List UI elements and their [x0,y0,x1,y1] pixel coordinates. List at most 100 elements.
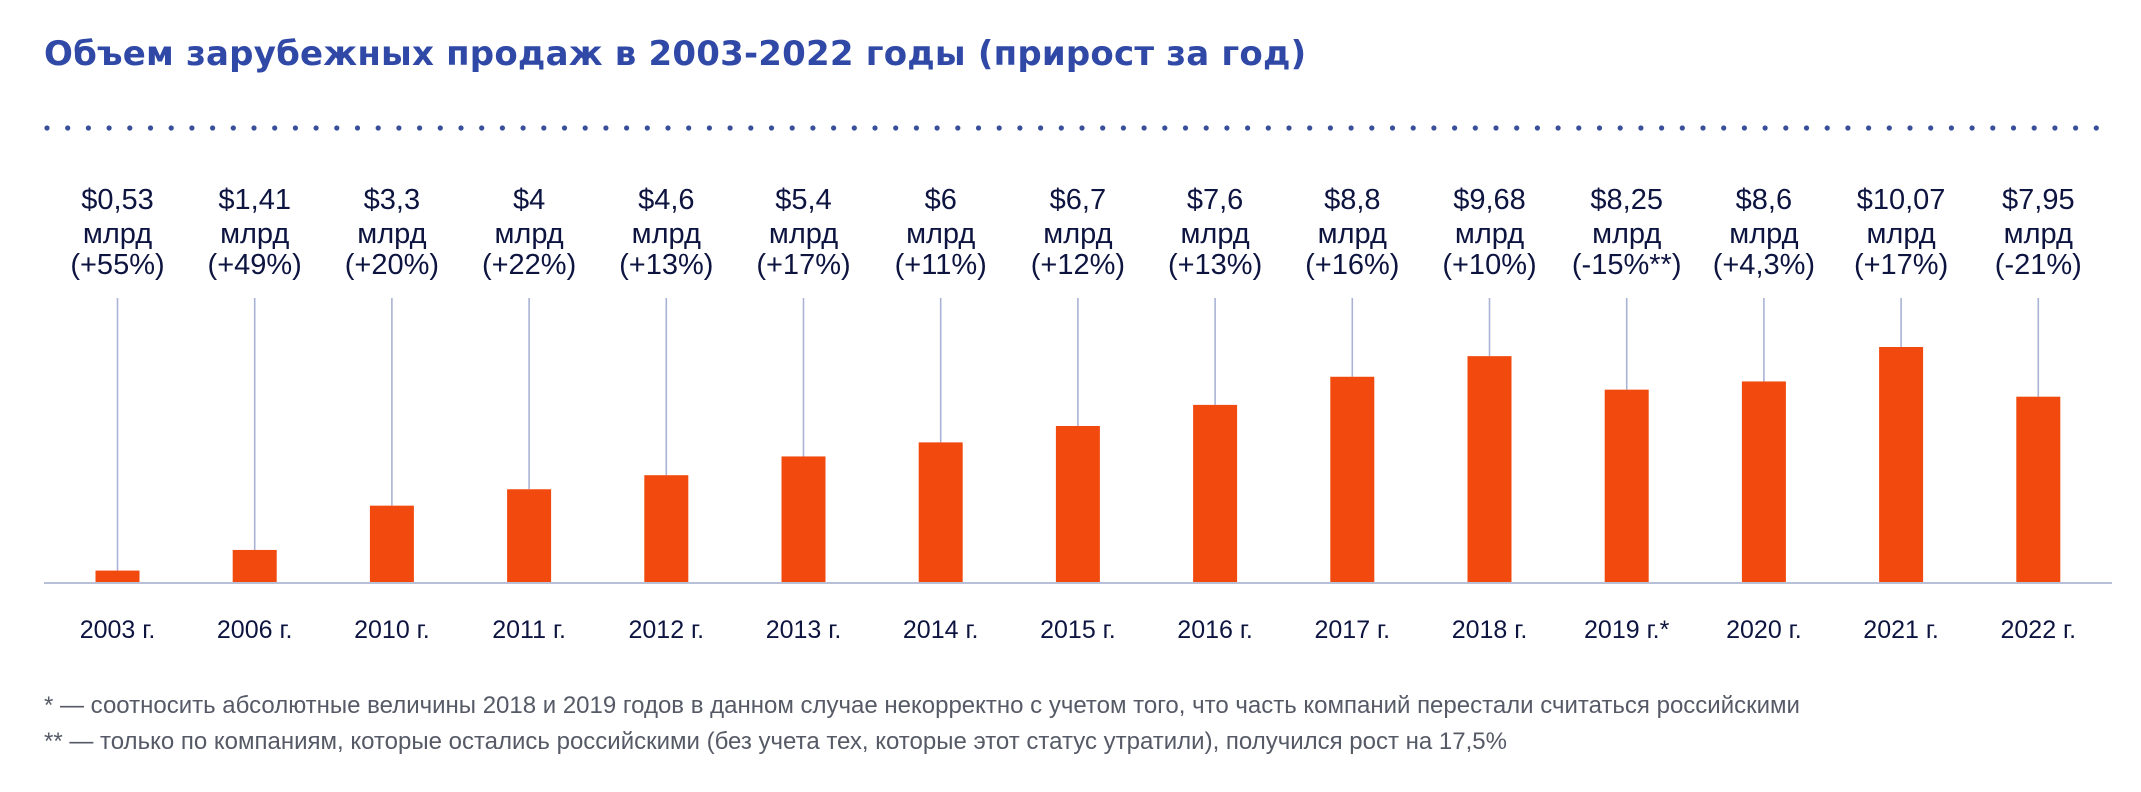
divider-dot [251,125,257,131]
unit-label: млрд [1318,218,1387,250]
divider-dot [1327,125,1333,131]
bar [1604,389,1649,583]
divider-dot [686,125,692,131]
bar [1879,347,1924,583]
x-tick-label: 2021 г. [1863,616,1939,644]
change-label: (+16%) [1305,249,1399,281]
divider-dot [1762,125,1768,131]
x-tick-label: 2018 г. [1452,616,1528,644]
divider-dot [1659,125,1665,131]
x-tick-label: 2015 г. [1040,616,1116,644]
divider-dot [458,125,464,131]
bar [1055,425,1100,583]
change-label: (+49%) [208,249,302,281]
divider-dot [706,125,713,131]
bar [2016,396,2061,583]
divider-dot [499,125,505,131]
change-label: (+4,3%) [1713,249,1815,281]
divider-dot [768,125,775,131]
change-label: (-15%**) [1572,249,1682,281]
divider-dot [1038,125,1044,131]
divider-dot [1452,125,1458,131]
leader-lines [116,298,2040,571]
divider-dot [354,125,361,131]
divider-dot [1493,125,1499,131]
bar [918,442,963,583]
bar [507,489,552,583]
divider-dot [1886,125,1892,131]
divider-dot [437,125,443,131]
divider-dot [913,125,920,131]
divider-dot [1741,125,1747,131]
divider-dot [1079,125,1085,131]
divider-dot [644,125,650,131]
change-label: (+10%) [1442,249,1536,281]
divider-dot [1783,125,1789,131]
bar [1193,404,1238,583]
divider-dot [1348,125,1354,131]
divider-dot [1803,125,1810,131]
divider-dot [1596,125,1603,131]
bar [1467,356,1512,583]
change-label: (+55%) [70,249,164,281]
divider-dot [189,125,195,131]
divider-dot [1845,125,1851,131]
divider-dot [1721,125,1727,131]
x-tick-label: 2010 г. [354,616,430,644]
change-label: (+11%) [895,249,987,281]
unit-label: млрд [769,218,838,250]
divider-dot [1203,125,1209,131]
divider-dot [582,125,588,131]
bar [95,570,140,583]
divider-dot [1369,125,1375,131]
divider-dot [1866,125,1872,131]
divider-dot [1410,125,1416,131]
divider-dot [561,125,568,131]
x-tick-label: 2019 г.* [1584,616,1670,644]
divider-dot [624,125,630,131]
divider-dot [1700,125,1706,131]
divider-dot [375,125,381,131]
change-label: (+13%) [619,249,713,281]
change-label: (+17%) [1854,249,1948,281]
unit-label: млрд [906,218,975,250]
change-label: (+20%) [345,249,439,281]
divider-dot [975,125,982,131]
divider-dot [1514,125,1520,131]
value-label: $0,53 [81,184,154,216]
value-label: $6,7 [1050,184,1106,216]
divider-dot [1679,125,1685,131]
divider-dot [1431,125,1437,131]
divider-dot [1162,125,1168,131]
divider-dot [1307,125,1313,131]
unit-label: млрд [1455,218,1524,250]
divider-dot [1389,125,1396,131]
value-label: $8,8 [1324,184,1380,216]
divider-dot [893,125,899,131]
value-label: $9,68 [1453,184,1526,216]
divider-dot [727,125,733,131]
divider-dot [1141,125,1147,131]
unit-label: млрд [220,218,289,250]
divider-dot [272,125,278,131]
divider-dot [1245,125,1251,131]
value-label: $8,6 [1736,184,1792,216]
divider-dot [1990,125,1996,131]
change-label: (-21%) [1995,249,2082,281]
divider-dot [2031,125,2037,131]
change-label: (+17%) [756,249,850,281]
divider-dot [1907,125,1913,131]
value-label: $6 [925,184,957,216]
divider-dot [520,125,526,131]
value-label: $7,95 [2002,184,2075,216]
footnotes: * — соотносить абсолютные величины 2018 … [44,688,1800,760]
divider-dot [665,125,671,131]
divider-dot [934,125,940,131]
x-tick-label: 2003 г. [80,616,156,644]
change-label: (+22%) [482,249,576,281]
divider-dot [230,125,236,131]
divider-dot [1017,125,1023,131]
divider-dot [210,125,216,131]
unit-label: млрд [1043,218,1112,250]
bar [369,505,414,583]
